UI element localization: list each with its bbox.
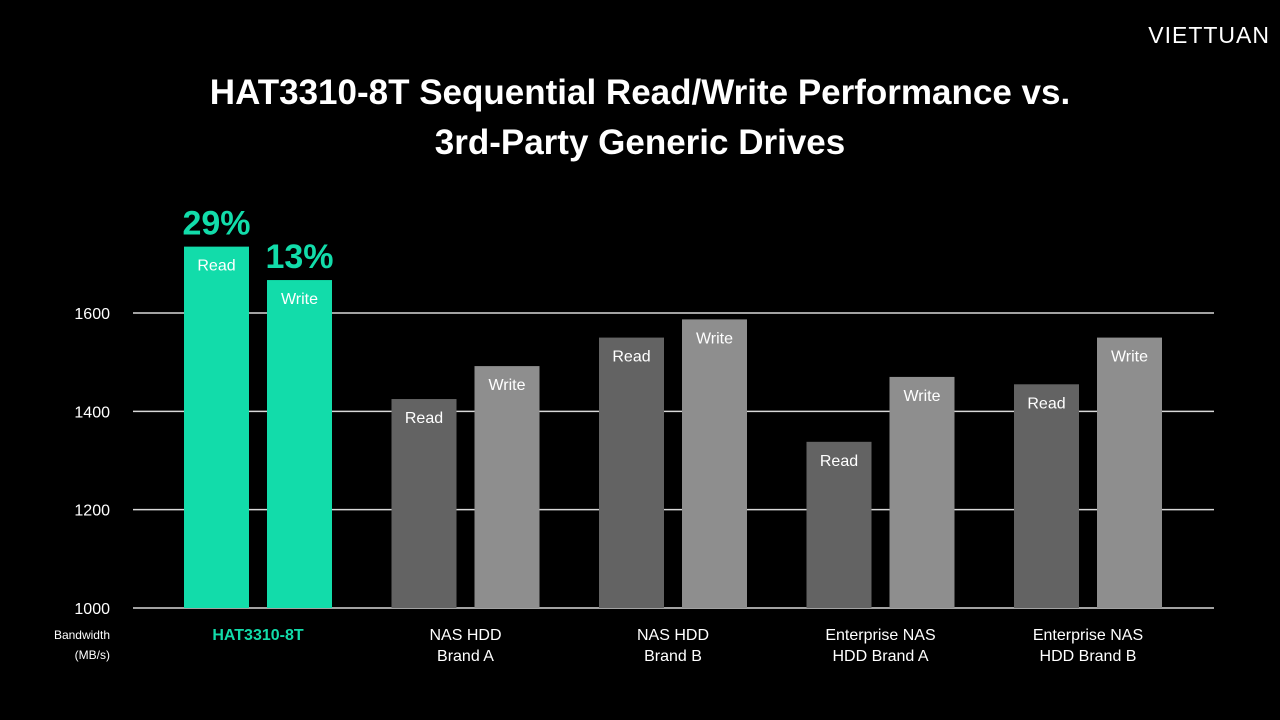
y-tick-label: 1000 bbox=[74, 601, 110, 618]
bar-write bbox=[474, 366, 540, 608]
bar-read bbox=[1014, 384, 1079, 608]
bar-label: Read bbox=[820, 453, 858, 470]
bar-label: Read bbox=[405, 410, 443, 427]
y-tick-label: 1600 bbox=[74, 306, 110, 323]
bar-label: Write bbox=[281, 291, 318, 308]
category-label: NAS HDD bbox=[637, 627, 709, 644]
brand-logo: VIETTUAN bbox=[1148, 22, 1270, 48]
y-tick-label: 1200 bbox=[74, 503, 110, 520]
bar-read bbox=[599, 337, 664, 608]
bar-write bbox=[682, 319, 747, 608]
chart-title-line-2: 3rd-Party Generic Drives bbox=[434, 123, 846, 162]
percent-annotation: 13% bbox=[265, 238, 333, 276]
bar-write bbox=[889, 376, 955, 608]
bar-label: Write bbox=[488, 377, 525, 394]
category-label: HAT3310-8T bbox=[212, 627, 304, 644]
bar-label: Read bbox=[612, 349, 650, 366]
percent-annotation: 29% bbox=[182, 205, 250, 243]
bar-read bbox=[806, 441, 872, 608]
bar-read bbox=[184, 246, 249, 608]
y-tick-label: 1400 bbox=[74, 404, 110, 421]
chart-title: HAT3310-8T Sequential Read/Write Perform… bbox=[0, 68, 1280, 168]
bar-read bbox=[391, 399, 457, 608]
bar-label: Read bbox=[197, 258, 235, 275]
category-label: Brand A bbox=[437, 648, 494, 665]
category-label: Enterprise NAS bbox=[825, 627, 935, 644]
category-label: Enterprise NAS bbox=[1033, 627, 1143, 644]
bar-write bbox=[267, 280, 332, 608]
y-axis-label: Bandwidth bbox=[54, 628, 110, 642]
bar-write bbox=[1097, 337, 1162, 608]
bar-label: Write bbox=[1111, 349, 1148, 366]
bar-label: Write bbox=[696, 330, 733, 347]
y-axis-label: (MB/s) bbox=[75, 648, 110, 662]
category-label: HDD Brand B bbox=[1040, 648, 1137, 665]
chart-title-line-1: HAT3310-8T Sequential Read/Write Perform… bbox=[209, 73, 1071, 112]
category-label: NAS HDD bbox=[429, 627, 501, 644]
category-label: HDD Brand A bbox=[832, 648, 928, 665]
bar-label: Write bbox=[903, 388, 940, 405]
category-label: Brand B bbox=[644, 648, 702, 665]
bar-label: Read bbox=[1027, 395, 1065, 412]
